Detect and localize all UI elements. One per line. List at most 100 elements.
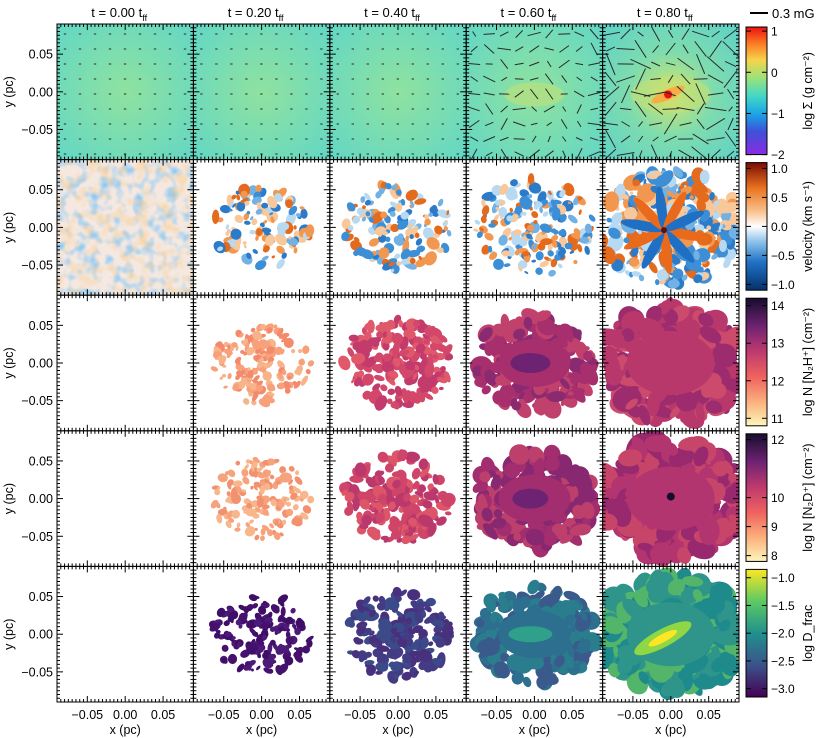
panel-r1-c3 [329, 24, 467, 160]
colorbar-tick-label: 11 [771, 412, 784, 426]
colorbar-tick-label: 13 [771, 337, 785, 351]
panel-r3-c2 [193, 295, 330, 431]
colorbar-tick-label: 0.5 [771, 191, 788, 205]
x-tick-label: 0.00 [113, 708, 137, 722]
panel-r2-c3 [329, 159, 467, 296]
x-tick-label: −0.05 [481, 708, 513, 722]
panel-r1-c1 [57, 24, 194, 160]
y-axis-label: y (pc) [2, 619, 16, 650]
x-tick-label: 0.05 [424, 708, 448, 722]
panel-r1-c4 [466, 24, 603, 160]
panel-r2-c2 [193, 159, 330, 296]
y-tick-label: −0.05 [21, 530, 53, 544]
panel-ticks [57, 430, 194, 567]
panel-r3-c5 [602, 295, 739, 431]
x-axis-label: x (pc) [110, 723, 141, 737]
panel-r5-c2 [193, 566, 330, 702]
colorbar-label: velocity (km s⁻¹) [801, 181, 815, 272]
panel-r2-c1 [57, 159, 194, 296]
colorbar-label: log N [N₂D⁺] (cm⁻²) [801, 443, 815, 551]
panel-ticks [466, 566, 603, 702]
panel-r5-c3 [329, 566, 467, 702]
x-tick-label: 0.05 [560, 708, 584, 722]
y-tick-label: 0.05 [29, 454, 53, 468]
colorbar-tick-label: 1 [771, 25, 778, 39]
column-title: t = 0.80 tff [637, 5, 693, 23]
colorbar-tick-label: −3.0 [771, 682, 795, 696]
field-vectors [468, 28, 601, 160]
panel-ticks [466, 159, 603, 296]
x-tick-label: 0.05 [151, 708, 175, 722]
x-tick-label: 0.00 [386, 708, 410, 722]
panel-r5-c1 [57, 566, 194, 702]
colorbar-tick-label: 14 [771, 299, 785, 313]
panel-r4-c5 [602, 430, 739, 567]
colorbar-tick-label: 1.0 [771, 162, 788, 176]
panel-r1-c5 [602, 24, 739, 160]
colorbar-tick-label: −1.5 [771, 599, 795, 613]
column-title: t = 0.00 tff [91, 5, 147, 23]
y-tick-label: 0.00 [29, 85, 53, 99]
field-scale-legend: 0.3 mG [750, 6, 815, 21]
y-tick-label: −0.05 [21, 394, 53, 408]
colorbar-tick-label: 9 [771, 520, 778, 534]
x-axis-label: x (pc) [655, 723, 686, 737]
x-tick-label: −0.05 [344, 708, 376, 722]
x-tick-label: −0.05 [71, 708, 103, 722]
colorbar-tick-label: 0.0 [771, 220, 788, 234]
x-tick-label: −0.05 [617, 708, 649, 722]
panel-r2-c4 [466, 159, 603, 296]
y-tick-label: 0.00 [29, 357, 53, 371]
colorbar-tick-label: 10 [771, 491, 785, 505]
y-tick-label: 0.05 [29, 319, 53, 333]
x-tick-label: −0.05 [208, 708, 240, 722]
field-vectors [200, 33, 323, 155]
x-tick-label: 0.05 [287, 708, 311, 722]
colorbar-1 [745, 26, 768, 156]
colorbar-label: log Σ (g cm⁻²) [801, 52, 815, 130]
x-axis-label: x (pc) [246, 723, 277, 737]
panel-r5-c4 [466, 566, 603, 702]
colorbar-tick-label: −1.0 [771, 278, 795, 292]
panel-r3-c4 [466, 295, 603, 431]
panel-ticks [466, 295, 603, 431]
y-tick-label: −0.05 [21, 259, 53, 273]
colorbar-tick-label: 0 [771, 66, 778, 80]
colorbar-tick-label: −2 [771, 148, 785, 162]
panel-r3-c3 [329, 295, 467, 431]
panel-r4-c4 [466, 430, 603, 567]
colorbar-label: log N [N₂H⁺] (cm⁻²) [801, 308, 815, 416]
colorbar-tick-label: −0.5 [771, 249, 795, 263]
x-tick-label: 0.00 [659, 708, 683, 722]
column-title: t = 0.20 tff [228, 5, 284, 23]
y-axis-label: y (pc) [2, 212, 16, 243]
y-tick-label: 0.00 [29, 492, 53, 506]
y-tick-label: −0.05 [21, 665, 53, 679]
panel-r3-c1 [57, 295, 194, 431]
column-title: t = 0.40 tff [364, 5, 420, 23]
field-vectors [63, 33, 187, 155]
x-tick-label: 0.05 [697, 708, 721, 722]
panel-ticks [602, 430, 739, 567]
panel-ticks [466, 430, 603, 567]
panel-r4-c1 [57, 430, 194, 567]
field-vectors [602, 26, 739, 160]
colorbar-tick-label: −1.0 [771, 571, 795, 585]
colorbar-tick-label: −2.5 [771, 654, 795, 668]
y-tick-label: 0.05 [29, 590, 53, 604]
panel-ticks [329, 566, 467, 702]
panel-ticks [602, 295, 739, 431]
colorbar-tick-label: 8 [771, 549, 778, 563]
panel-r5-c5 [602, 566, 739, 702]
colorbar-tick-label: −2.0 [771, 627, 795, 641]
panel-ticks [602, 24, 739, 160]
panel-r2-c5 [602, 159, 739, 296]
y-tick-label: −0.05 [21, 123, 53, 137]
panel-ticks [602, 566, 739, 702]
column-title: t = 0.60 tff [501, 5, 557, 23]
y-tick-label: 0.00 [29, 628, 53, 642]
x-axis-label: x (pc) [519, 723, 550, 737]
x-tick-label: 0.00 [522, 708, 546, 722]
colorbar-label: log D_frac [801, 605, 815, 662]
y-axis-label: y (pc) [2, 347, 16, 378]
